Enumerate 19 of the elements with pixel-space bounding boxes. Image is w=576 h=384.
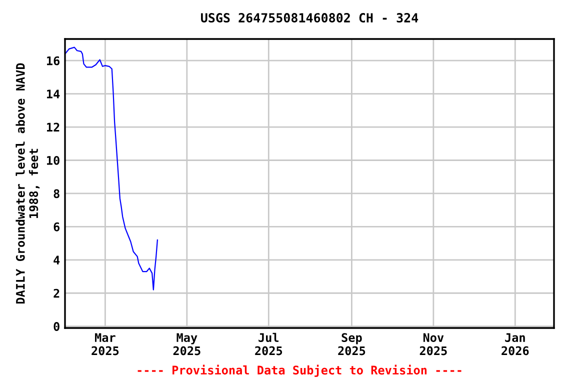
y-tick-label: 10	[47, 156, 60, 165]
x-tick-label: Sep 2025	[338, 333, 366, 356]
x-tick-label: Jul 2025	[255, 332, 282, 356]
y-tick-label: 6	[54, 222, 60, 232]
y-tick-label: 14	[47, 90, 60, 98]
y-tick-label: 16	[47, 56, 60, 66]
y-tick-label: 4	[54, 256, 60, 264]
x-tick-label: Jan 2026	[502, 333, 529, 356]
y-tick-label: 8	[54, 189, 60, 198]
line-series	[65, 46, 158, 290]
y-axis-title: DAILY Groundwater level above NAVD 1988, feet	[16, 63, 40, 304]
text: ---- Provisional Data Subject to Revision ----	[138, 364, 462, 377]
y-tick-label: 12	[47, 122, 60, 132]
x-tick-label: Mar 2025	[92, 333, 119, 356]
x-tick-label: Nov 2025	[420, 333, 447, 356]
chart-title: USGS 264755081460802 CH - 324	[201, 13, 418, 23]
y-tick-label: 2	[54, 288, 60, 298]
y-tick-label: 0	[54, 322, 60, 331]
x-tick-label: May 2025	[173, 333, 200, 356]
